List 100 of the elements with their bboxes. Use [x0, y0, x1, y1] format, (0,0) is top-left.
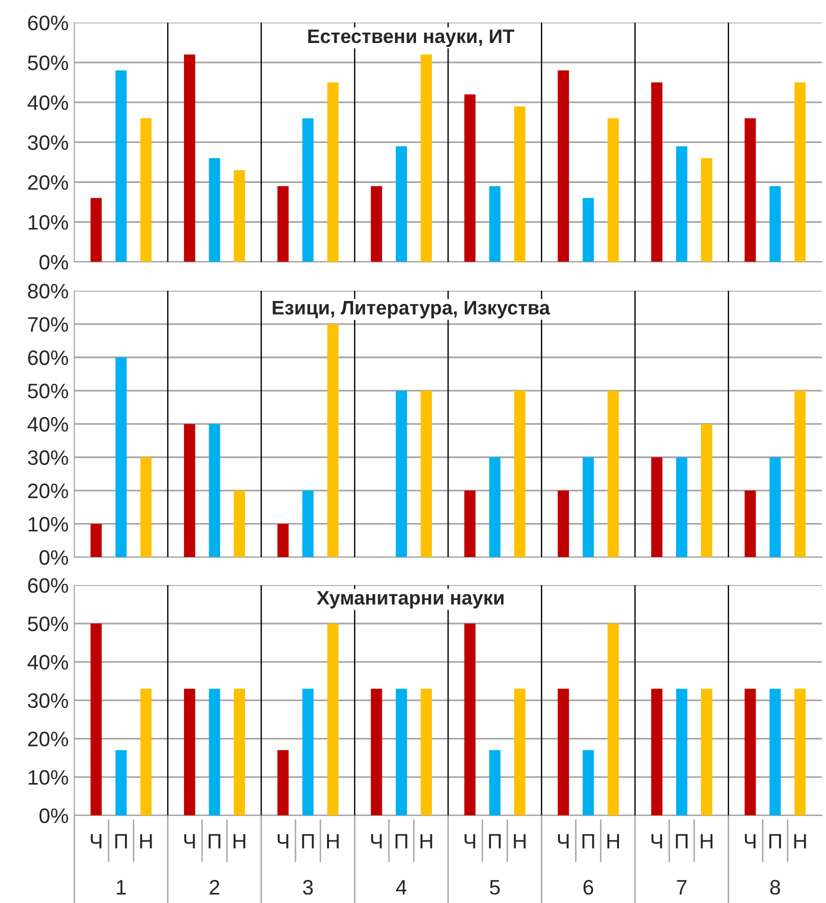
bar	[582, 198, 594, 262]
bar	[302, 118, 314, 262]
bar	[464, 624, 476, 816]
bar	[608, 624, 619, 816]
bar	[651, 457, 662, 558]
y-tick-label: 60%	[28, 578, 68, 593]
y-tick-label: 30%	[28, 135, 68, 150]
y-tick-label: 50%	[28, 616, 68, 632]
y-tick-label: 80%	[28, 284, 68, 299]
bar	[396, 146, 407, 262]
bar	[420, 688, 432, 816]
bar	[302, 688, 314, 816]
series-label: П	[582, 834, 594, 848]
bar	[140, 688, 152, 816]
text: П	[676, 834, 688, 848]
x-tick-label: 8	[770, 880, 780, 895]
bar	[514, 688, 526, 816]
bar	[701, 158, 712, 262]
y-tick-label: 40%	[28, 416, 68, 432]
bar	[489, 186, 500, 262]
y-tick-label: 50%	[28, 384, 68, 398]
bar	[396, 390, 407, 558]
bar	[327, 324, 338, 558]
bar	[396, 688, 407, 816]
bar	[794, 82, 806, 262]
chart-title: Естествени науки, ИТ	[308, 30, 514, 47]
bar	[420, 54, 432, 262]
bar	[277, 524, 289, 558]
y-tick-label: 60%	[28, 350, 68, 366]
bar	[327, 82, 338, 262]
y-tick-label: 10%	[28, 214, 68, 230]
bar	[208, 688, 220, 816]
bar	[234, 490, 246, 558]
text: Н	[794, 834, 806, 848]
text: Н	[700, 834, 712, 848]
text: Н	[234, 834, 246, 848]
y-tick-label: 40%	[28, 654, 68, 670]
bar	[676, 146, 688, 262]
bar	[770, 457, 781, 558]
text: Н	[607, 834, 620, 848]
bar	[90, 624, 102, 816]
x-tick-label: 2	[210, 880, 220, 894]
text: Ч	[744, 834, 756, 848]
y-tick-label: 30%	[28, 450, 68, 466]
text: П	[396, 834, 408, 848]
x-tick-label: 7	[676, 880, 686, 894]
bar	[582, 457, 594, 558]
x-tick-label: 1	[116, 880, 126, 894]
text: Ч	[651, 834, 662, 848]
bar	[140, 118, 152, 262]
bar	[90, 524, 102, 558]
bar	[744, 118, 756, 262]
text: П	[769, 834, 781, 848]
y-tick-label: 20%	[28, 732, 68, 746]
text: Н	[327, 834, 339, 848]
chart-title: Езици, Литература, Изкуства	[272, 301, 550, 318]
bar	[184, 688, 196, 816]
bar	[794, 688, 806, 816]
bar	[770, 688, 781, 816]
bar	[327, 624, 338, 816]
y-tick-label: 20%	[28, 484, 68, 498]
y-tick-label: 70%	[28, 317, 68, 332]
bar	[651, 688, 662, 816]
bar	[277, 750, 289, 816]
bar	[701, 424, 712, 558]
bar	[651, 82, 662, 262]
bar	[514, 390, 526, 558]
bar	[794, 390, 806, 558]
bar	[234, 688, 246, 816]
x-tick-label: 6	[584, 880, 594, 895]
text: Ч	[278, 834, 288, 848]
bar	[489, 457, 500, 558]
text: П	[115, 834, 127, 848]
text: Ч	[464, 834, 476, 848]
bar	[140, 457, 152, 558]
text: П	[302, 834, 314, 848]
series-label: Ч	[90, 834, 102, 848]
text: П	[489, 834, 501, 848]
bar	[302, 490, 314, 558]
text: Ч	[184, 834, 195, 848]
bar	[420, 390, 432, 558]
text: Н	[514, 834, 526, 848]
bar	[514, 106, 526, 262]
bar	[770, 186, 781, 262]
y-tick-label: 10%	[28, 770, 68, 785]
bar	[208, 424, 220, 558]
text: П	[208, 834, 220, 848]
bar	[489, 750, 500, 816]
bar	[115, 357, 127, 558]
x-tick-label: 3	[302, 880, 313, 895]
y-tick-label: 30%	[28, 693, 68, 708]
bar	[558, 688, 569, 816]
y-tick-label: 20%	[28, 175, 68, 190]
bar	[582, 750, 594, 816]
text: Н	[140, 834, 152, 848]
bar	[744, 490, 756, 558]
y-tick-label: 40%	[28, 95, 68, 110]
bar	[184, 424, 196, 558]
bar	[115, 750, 127, 816]
bar	[90, 198, 102, 262]
